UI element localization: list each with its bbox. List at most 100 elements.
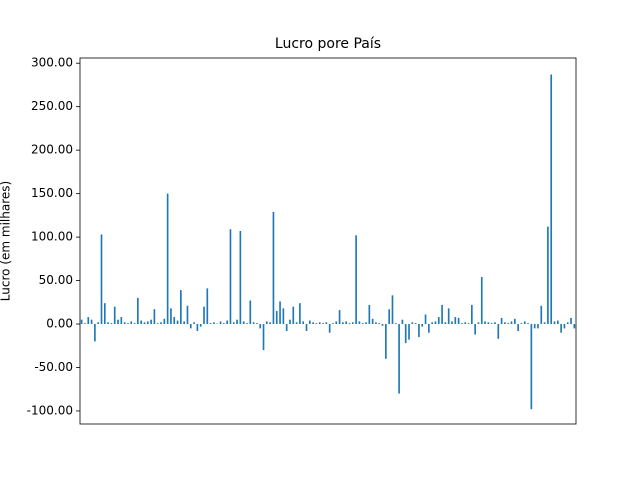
bar	[203, 306, 205, 325]
bar	[120, 317, 123, 325]
bar	[266, 321, 268, 325]
bar	[573, 324, 576, 329]
bar	[517, 324, 519, 331]
bar	[328, 324, 331, 333]
bar	[170, 308, 172, 325]
bar	[97, 322, 100, 325]
bar	[414, 323, 417, 325]
bar	[566, 322, 569, 325]
bar	[180, 290, 182, 325]
bar	[249, 300, 252, 325]
bar	[90, 319, 93, 325]
bar	[189, 324, 192, 329]
bar	[246, 323, 248, 325]
bar	[199, 324, 202, 327]
bar	[163, 318, 166, 325]
bar	[441, 304, 443, 325]
bar	[471, 304, 473, 325]
bar	[332, 323, 334, 325]
bar	[381, 324, 384, 326]
bar	[87, 317, 90, 325]
plot-frame	[79, 57, 577, 425]
bar	[404, 324, 407, 344]
bar	[457, 317, 460, 325]
bar	[385, 324, 387, 359]
bar	[401, 319, 404, 325]
bar	[461, 323, 463, 325]
bar	[351, 322, 354, 325]
bar	[219, 321, 222, 325]
bar	[490, 323, 493, 325]
bar	[464, 322, 467, 325]
y-axis-label: Lucro (em milhares)	[0, 181, 13, 301]
bar	[451, 321, 453, 325]
bar	[302, 321, 305, 325]
bar	[193, 322, 195, 325]
bar	[540, 305, 543, 325]
bar	[269, 322, 271, 325]
bar	[398, 324, 400, 394]
bar	[504, 322, 506, 325]
bar	[365, 322, 367, 325]
bar	[348, 323, 351, 325]
bar	[510, 321, 513, 325]
bar	[325, 322, 328, 325]
bar	[226, 320, 228, 325]
y-tick-label: 50.00	[39, 273, 73, 287]
bar	[411, 322, 414, 325]
y-tick-label: 0.00	[46, 317, 73, 331]
bar	[103, 303, 106, 325]
bar	[107, 322, 109, 325]
bar	[477, 322, 480, 325]
bar	[206, 288, 209, 325]
bar	[408, 324, 410, 340]
bar	[117, 319, 119, 325]
bar	[553, 321, 556, 325]
bar	[110, 323, 113, 325]
bar	[272, 211, 275, 325]
bar	[173, 317, 176, 325]
bar	[378, 323, 381, 325]
bar	[358, 321, 361, 325]
y-tick-label: 300.00	[31, 56, 73, 70]
bar	[262, 324, 265, 351]
bar	[242, 321, 245, 325]
bar	[335, 321, 338, 325]
bar	[285, 324, 288, 331]
bar	[252, 322, 255, 325]
bar	[550, 74, 553, 325]
bar	[292, 306, 295, 325]
bar	[213, 322, 215, 325]
bar	[388, 309, 390, 325]
bar	[537, 324, 539, 329]
bar	[361, 323, 364, 325]
bar	[431, 322, 433, 325]
bar	[275, 310, 278, 325]
bar	[236, 319, 238, 325]
bar	[256, 323, 258, 325]
bar	[137, 297, 139, 325]
bar	[474, 324, 476, 335]
bar	[418, 324, 420, 338]
bar	[196, 324, 199, 331]
bar	[454, 317, 457, 325]
bar	[146, 321, 149, 325]
bar	[484, 321, 486, 325]
bar	[355, 235, 357, 325]
y-tick-label: 200.00	[31, 143, 73, 157]
bar	[150, 319, 152, 325]
bar	[391, 295, 394, 325]
bar	[345, 321, 348, 325]
bar	[299, 303, 301, 325]
bar	[507, 323, 510, 325]
bar	[308, 320, 311, 325]
y-tick-label: 150.00	[31, 186, 73, 200]
bar	[530, 324, 533, 410]
bar	[371, 318, 374, 325]
bar	[421, 324, 424, 327]
bar	[527, 323, 529, 325]
y-tick-label: -50.00	[34, 360, 73, 374]
bar	[80, 319, 83, 325]
y-tick-label: -100.00	[27, 403, 73, 417]
